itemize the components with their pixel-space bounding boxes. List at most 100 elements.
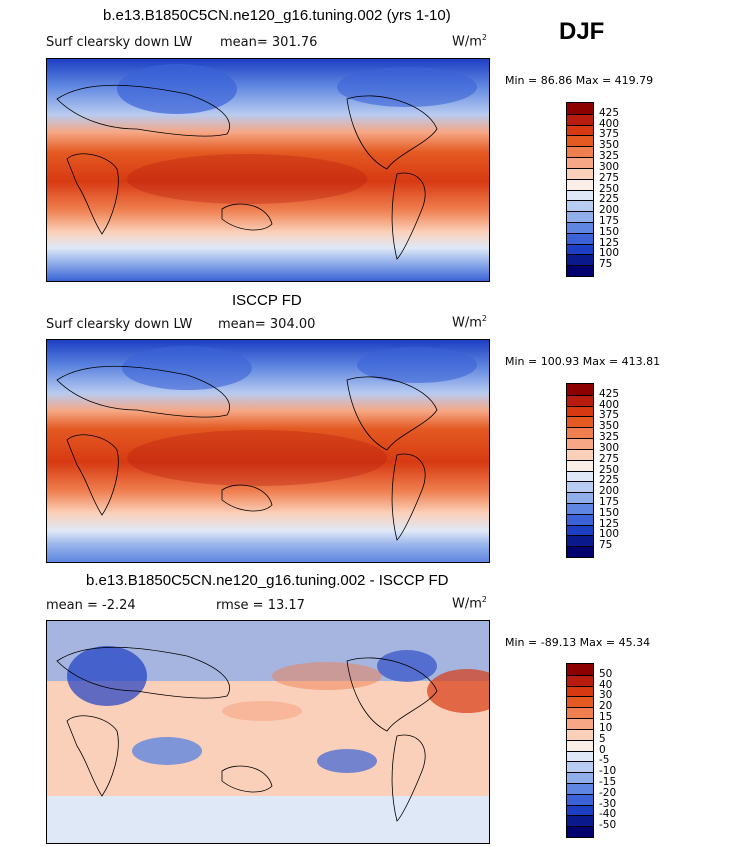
colorbar-segment [567, 513, 593, 525]
colorbar-segment [567, 502, 593, 514]
colorbar-segment [567, 470, 593, 482]
panel3-rmse-label: rmse = 13.17 [216, 598, 305, 613]
panel1-map [46, 58, 490, 282]
colorbar-segment [567, 793, 593, 805]
colorbar-segment [567, 448, 593, 460]
panel2-map [46, 339, 490, 563]
colorbar-segment [567, 135, 593, 147]
colorbar-tick-label: -50 [599, 819, 617, 832]
colorbar-segment [567, 405, 593, 417]
colorbar-segment [567, 674, 593, 686]
panel1-colorbar: 425 400 375 350 325 300 275 250 225 200 175 150 125 1… [566, 102, 619, 277]
panel1-minmax: Min = 86.86 Max = 419.79 [505, 74, 654, 87]
panel1-mean-key: mean= [220, 35, 268, 50]
colorbar-tick-label: 10 [599, 721, 613, 734]
colorbar-segment [567, 416, 593, 428]
colorbar-tick-label: 15 [599, 711, 613, 724]
colorbar-segment [567, 728, 593, 740]
colorbar-tick-label: 425 [599, 106, 620, 119]
colorbar-segment [567, 265, 593, 276]
colorbar-segment [567, 178, 593, 190]
colorbar-segment [567, 200, 593, 212]
colorbar-segment [567, 221, 593, 233]
colorbar-tick-label: 0 [599, 743, 606, 756]
colorbar-segment [567, 815, 593, 827]
colorbar-segment [567, 459, 593, 471]
colorbar-segment [567, 189, 593, 201]
panel2-colorbar: 425 400 375 350 325 300 275 250 225 200 175 150 125 1… [566, 383, 619, 558]
panel3-colorbar: 50 40 30 20 15 10 5 0 -5 -10 -15 -20 -30 -40 -50 [566, 663, 616, 838]
colorbar-segment [567, 492, 593, 503]
colorbar-segment [567, 146, 593, 158]
colorbar-tick-label: 225 [599, 474, 620, 487]
colorbar-tick-label: 200 [599, 485, 620, 498]
colorbar-segment [567, 384, 593, 395]
colorbar-tick-label: 125 [599, 236, 620, 249]
colorbar-tick-label: 350 [599, 420, 620, 433]
colorbar-segment [567, 664, 593, 675]
colorbar-tick-label: 225 [599, 193, 620, 206]
colorbar-tick-label: 275 [599, 171, 620, 184]
colorbar-tick-label: 20 [599, 700, 613, 713]
panel2-title: ISCCP FD [232, 292, 302, 309]
colorbar-tick-label: 250 [599, 463, 620, 476]
season-label: DJF [559, 18, 605, 45]
colorbar-tick-label: 325 [599, 431, 620, 444]
panel3-map [46, 620, 490, 844]
panel2-minmax: Min = 100.93 Max = 413.81 [505, 355, 661, 368]
colorbar-tick-label: 75 [599, 539, 613, 552]
colorbar-tick-label: 325 [599, 150, 620, 163]
colorbar-segment [567, 772, 593, 783]
colorbar-tick-label: 100 [599, 528, 620, 541]
colorbar-segment [567, 804, 593, 816]
colorbar-tick-label: -30 [599, 797, 617, 810]
colorbar-tick-label: -10 [599, 765, 617, 778]
colorbar-tick-label: 400 [599, 398, 620, 411]
colorbar-tick-label: 175 [599, 214, 620, 227]
colorbar-segment [567, 718, 593, 729]
colorbar-segment [567, 826, 593, 837]
colorbar-segment [567, 546, 593, 557]
colorbar-segment [567, 761, 593, 773]
panel1-title: b.e13.B1850C5CN.ne120_g16.tuning.002 (yr… [103, 7, 451, 24]
colorbar-segment [567, 782, 593, 794]
colorbar-tick-label: -5 [599, 754, 610, 767]
colorbar-segment [567, 739, 593, 751]
colorbar-tick-label: 40 [599, 678, 613, 691]
colorbar-tick-label: -20 [599, 786, 617, 799]
colorbar-segment [567, 232, 593, 244]
panel2-mean-key: mean= [218, 317, 266, 332]
colorbar-segment [567, 750, 593, 762]
colorbar-segment [567, 103, 593, 114]
colorbar-tick-label: 30 [599, 689, 613, 702]
colorbar-tick-label: 5 [599, 732, 606, 745]
colorbar-segment [567, 427, 593, 439]
colorbar-tick-label: 100 [599, 247, 620, 260]
panel3-minmax: Min = -89.13 Max = 45.34 [505, 636, 651, 649]
colorbar-tick-label: -15 [599, 775, 617, 788]
panel1-units: W/m2 [452, 33, 487, 50]
panel1-mean-value: 301.76 [271, 35, 318, 50]
panel1-mean-label: mean= 301.76 [220, 35, 317, 50]
colorbar-tick-label: 250 [599, 182, 620, 195]
colorbar-segment [567, 394, 593, 406]
panel2-mean-value: 304.00 [269, 317, 316, 332]
colorbar-segment [567, 254, 593, 266]
panel2-mean-label: mean= 304.00 [218, 317, 315, 332]
colorbar-tick-label: -40 [599, 808, 617, 821]
colorbar-segment [567, 524, 593, 536]
colorbar-segment [567, 707, 593, 719]
colorbar-tick-label: 125 [599, 517, 620, 530]
colorbar-tick-label: 375 [599, 409, 620, 422]
colorbar-tick-label: 75 [599, 258, 613, 271]
colorbar-segment [567, 535, 593, 547]
colorbar-tick-label: 150 [599, 506, 620, 519]
panel3-mean-label: mean = -2.24 [46, 598, 136, 613]
panel3-rmse-value: 13.17 [267, 598, 305, 613]
colorbar-segment [567, 211, 593, 222]
panel3-rmse-key: rmse = [216, 598, 264, 613]
panel2-units: W/m2 [452, 314, 487, 331]
colorbar-tick-label: 175 [599, 495, 620, 508]
colorbar-tick-label: 300 [599, 441, 620, 454]
colorbar-segment [567, 157, 593, 168]
